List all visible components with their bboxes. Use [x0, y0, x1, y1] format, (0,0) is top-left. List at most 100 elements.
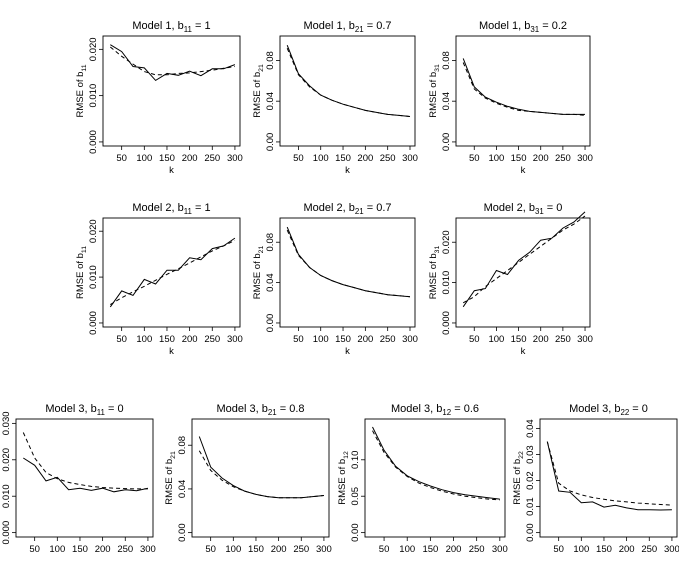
- series-line-solid: [198, 436, 324, 499]
- series-line-dashed: [22, 432, 148, 490]
- y-axis-label: RMSE of b12: [337, 451, 350, 505]
- x-tick-label: 150: [422, 544, 438, 555]
- series-line-dashed: [286, 48, 411, 117]
- y-axis-label: RMSE of b31: [428, 246, 441, 300]
- series-line-dashed: [109, 46, 235, 76]
- x-tick-label: 100: [136, 153, 152, 164]
- y-tick-label: 0.000: [1, 521, 12, 545]
- x-tick-label: 250: [555, 153, 571, 164]
- x-tick-label: 50: [29, 544, 40, 555]
- chart-title: Model 3, b22 = 0: [569, 403, 648, 417]
- y-tick-label: 0.00: [265, 314, 276, 333]
- x-tick-label: 150: [72, 544, 88, 555]
- chart-title-suffix: = 0.7: [364, 20, 392, 32]
- y-tick-label: 0.00: [525, 523, 536, 542]
- series-line-dashed: [462, 62, 586, 116]
- y-tick-label: 0.020: [88, 37, 99, 61]
- x-axis-label: k: [521, 165, 526, 176]
- x-tick-label: 250: [204, 334, 220, 345]
- plot-frame: [455, 35, 591, 147]
- chart-title-subscript: 21: [268, 408, 277, 417]
- chart-title-main: Model 3, b: [45, 403, 96, 415]
- y-axis-label-main: RMSE of b: [428, 253, 439, 299]
- series-line-dashed: [110, 239, 236, 306]
- x-tick-label: 200: [446, 544, 462, 555]
- y-axis-label-subscript: 12: [343, 451, 350, 459]
- y-tick-label: 0.00: [177, 523, 188, 542]
- chart-title-subscript: 22: [620, 408, 629, 417]
- x-tick-label: 50: [469, 153, 480, 164]
- y-tick-label: 0.00: [265, 133, 276, 152]
- chart-title: Model 1, b11 = 1: [132, 20, 210, 34]
- plot-frame: [279, 217, 416, 328]
- x-tick-label: 150: [159, 334, 175, 345]
- y-tick-label: 0.030: [1, 411, 12, 435]
- x-tick-label: 100: [488, 334, 504, 345]
- y-tick-label: 0.02: [525, 471, 536, 490]
- x-tick-label: 100: [573, 544, 589, 555]
- plot-frame: [15, 418, 154, 538]
- chart-title-main: Model 2, b: [484, 202, 535, 214]
- y-axis-label-subscript: 31: [434, 64, 441, 72]
- x-tick-label: 150: [596, 544, 612, 555]
- plot-frame: [191, 418, 330, 538]
- y-tick-label: 0.08: [441, 51, 452, 70]
- chart-panel-9: Model 3, b12 = 0.650 100 150 200 250 3000.000…: [337, 403, 508, 555]
- chart-title-subscript: 21: [355, 25, 364, 34]
- series-line-dashed: [372, 430, 500, 501]
- chart-title-main: Model 2, b: [304, 202, 355, 214]
- chart-title-subscript: 11: [184, 25, 193, 34]
- x-tick-label: 200: [533, 334, 549, 345]
- chart-title-main: Model 3, b: [217, 403, 268, 415]
- y-axis-label: RMSE of b31: [428, 64, 441, 118]
- series-line-solid: [109, 237, 236, 308]
- x-axis-label: k: [345, 165, 350, 176]
- x-tick-label: 300: [402, 334, 418, 345]
- x-tick-label: 100: [488, 153, 504, 164]
- y-axis-label-subscript: 11: [81, 64, 88, 71]
- x-tick-label: 100: [136, 334, 152, 345]
- chart-title: Model 2, b31 = 0: [484, 202, 563, 216]
- y-tick-label: 0.04: [441, 92, 452, 111]
- y-axis-label: RMSE of b11: [75, 246, 88, 299]
- chart-title-suffix: = 0.7: [364, 202, 392, 214]
- y-tick-label: 0.05: [350, 487, 361, 506]
- y-axis-label-main: RMSE of b: [512, 459, 523, 505]
- chart-title: Model 3, b12 = 0.6: [391, 403, 479, 417]
- chart-title-suffix: = 0.8: [277, 403, 305, 415]
- x-axis-label: k: [345, 346, 350, 357]
- y-tick-label: 0.03: [525, 445, 536, 464]
- x-tick-label: 250: [117, 544, 133, 555]
- series-line-dashed: [286, 229, 411, 298]
- x-axis-label: k: [169, 346, 174, 357]
- x-tick-label: 300: [227, 334, 243, 345]
- chart-title-subscript: 31: [535, 207, 544, 216]
- chart-title-suffix: = 1: [192, 202, 211, 214]
- x-tick-label: 300: [227, 153, 243, 164]
- x-tick-label: 200: [357, 334, 373, 345]
- chart-title-main: Model 3, b: [391, 403, 442, 415]
- y-axis-label-subscript: 22: [518, 451, 525, 459]
- chart-title: Model 3, b11 = 0: [45, 403, 123, 417]
- y-tick-label: 0.00: [441, 133, 452, 152]
- x-tick-label: 200: [95, 544, 111, 555]
- chart-title-main: Model 1, b: [479, 20, 530, 32]
- x-tick-label: 150: [248, 544, 264, 555]
- x-tick-label: 250: [555, 334, 571, 345]
- x-tick-label: 200: [182, 153, 198, 164]
- x-tick-label: 250: [641, 544, 657, 555]
- x-tick-label: 150: [159, 153, 175, 164]
- x-tick-label: 300: [316, 544, 332, 555]
- y-axis-label: RMSE of b21: [164, 451, 177, 505]
- y-axis-label-subscript: 21: [258, 64, 265, 72]
- series-line-solid: [23, 457, 149, 493]
- y-tick-label: 0.010: [88, 84, 99, 108]
- y-tick-label: 0.10: [350, 451, 361, 470]
- x-tick-label: 50: [116, 153, 127, 164]
- y-axis-label-subscript: 31: [434, 246, 441, 254]
- chart-panel-10: Model 3, b22 = 050 100 150 200 250 3000.000.0…: [512, 403, 679, 555]
- x-tick-label: 100: [313, 153, 329, 164]
- y-axis-label-subscript: 21: [170, 451, 177, 459]
- chart-panel-8: Model 3, b21 = 0.850 100 150 200 250 3000.000…: [164, 403, 332, 555]
